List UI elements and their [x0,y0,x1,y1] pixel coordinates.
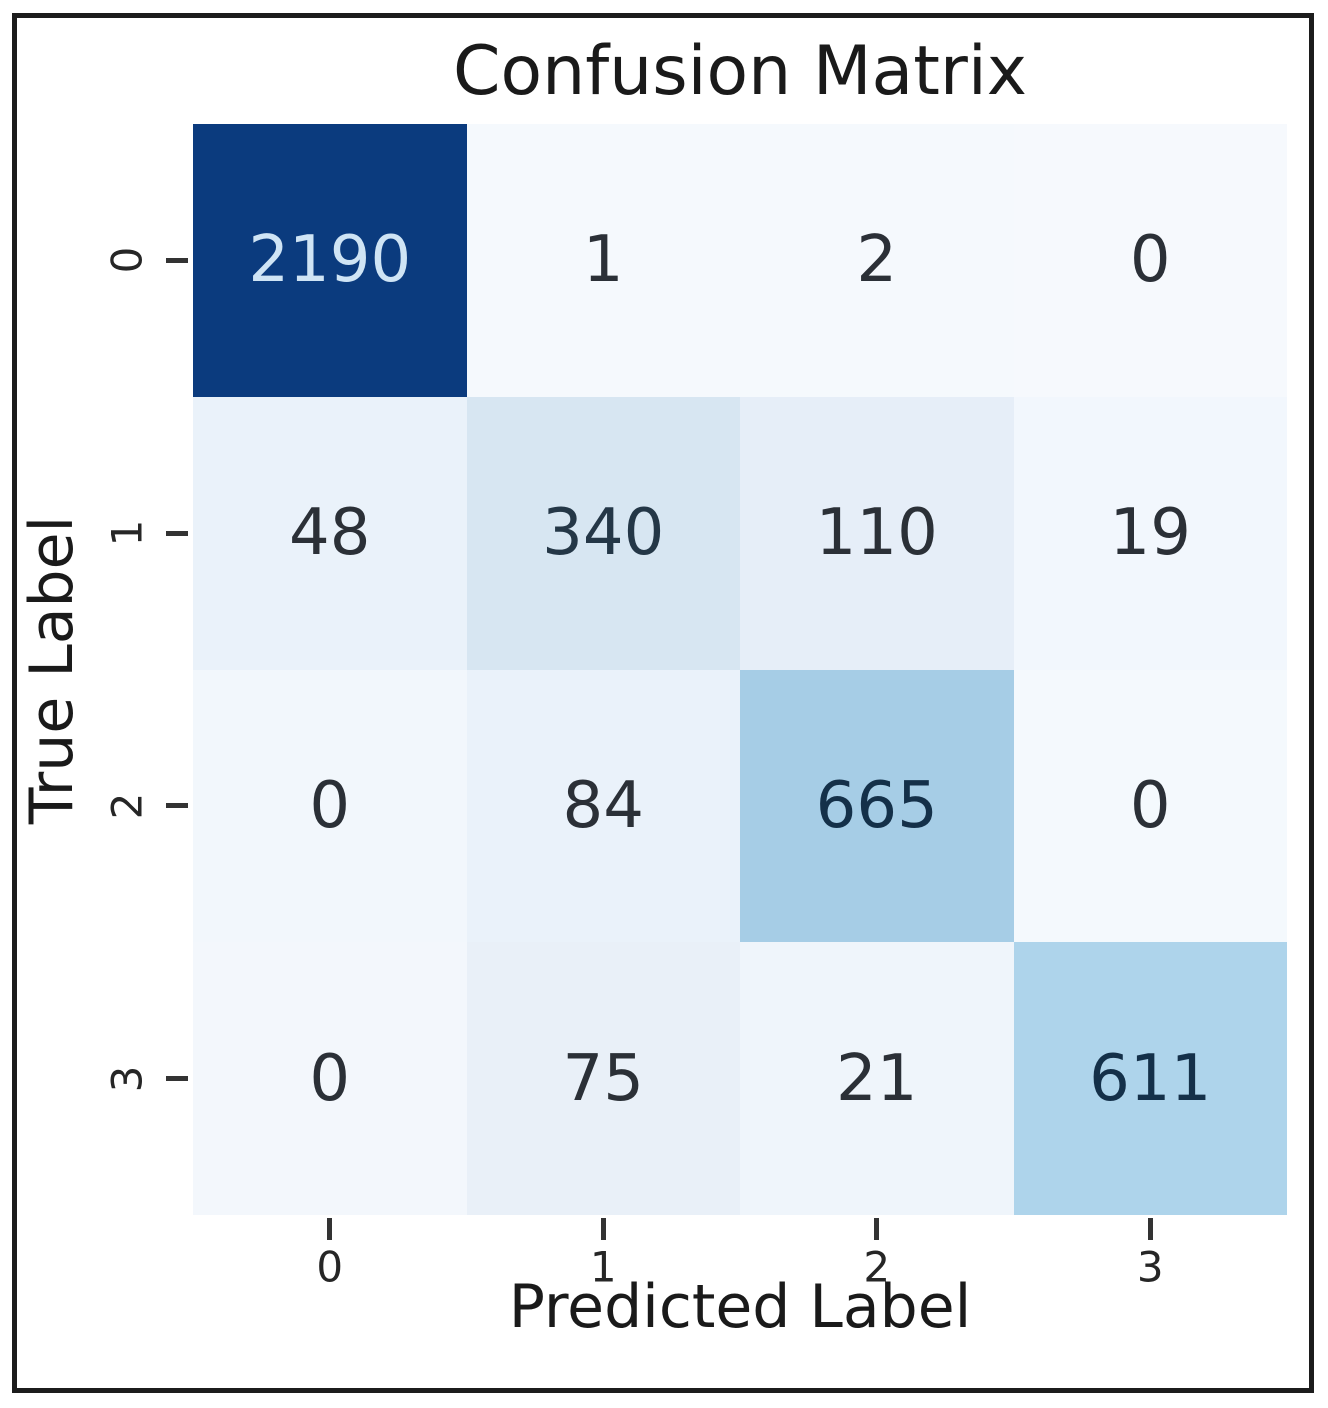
y-tick-mark-2 [166,803,188,809]
x-tick-mark-3 [1147,1218,1153,1240]
matrix-cell-r1-c2: 110 [740,396,1014,670]
matrix-cell-r0-c1: 1 [466,124,740,397]
x-tick-label-3: 3 [1136,1242,1164,1292]
matrix-cell-r2-c0: 0 [193,669,467,943]
x-axis-label: Predicted Label [508,1272,972,1342]
y-tick-mark-3 [166,1076,188,1082]
matrix-cell-r2-c2: 665 [740,669,1014,943]
x-tick-label-2: 2 [863,1242,891,1292]
matrix-cell-r2-c1: 84 [466,669,740,943]
x-tick-mark-1 [600,1218,606,1240]
x-tick-label-1: 1 [589,1242,617,1292]
y-tick-mark-0 [166,257,188,263]
heatmap-grid: 2190 1 2 0 48 340 110 19 0 84 665 0 0 75 21 611 [193,124,1287,1215]
matrix-cell-r3-c2: 21 [740,942,1014,1215]
y-tick-label-1: 1 [102,519,152,547]
x-tick-mark-2 [874,1218,880,1240]
y-tick-mark-1 [166,530,188,536]
matrix-cell-r0-c3: 0 [1013,124,1287,397]
y-tick-label-2: 2 [102,792,152,820]
matrix-cell-r1-c3: 19 [1013,396,1287,670]
x-tick-label-0: 0 [316,1242,344,1292]
y-axis-label: True Label [17,515,87,825]
matrix-cell-r0-c2: 2 [740,124,1014,397]
y-tick-label-0: 0 [102,247,152,274]
matrix-cell-r3-c1: 75 [466,942,740,1215]
matrix-cell-r1-c0: 48 [193,396,467,670]
matrix-cell-r0-c0: 2190 [193,124,467,397]
matrix-cell-r1-c1: 340 [466,396,740,670]
matrix-cell-r3-c0: 0 [193,942,467,1215]
matrix-cell-r2-c3: 0 [1013,669,1287,943]
chart-title: Confusion Matrix [453,32,1027,111]
x-tick-mark-0 [327,1218,333,1240]
y-tick-label-3: 3 [102,1065,152,1092]
matrix-cell-r3-c3: 611 [1013,942,1287,1215]
